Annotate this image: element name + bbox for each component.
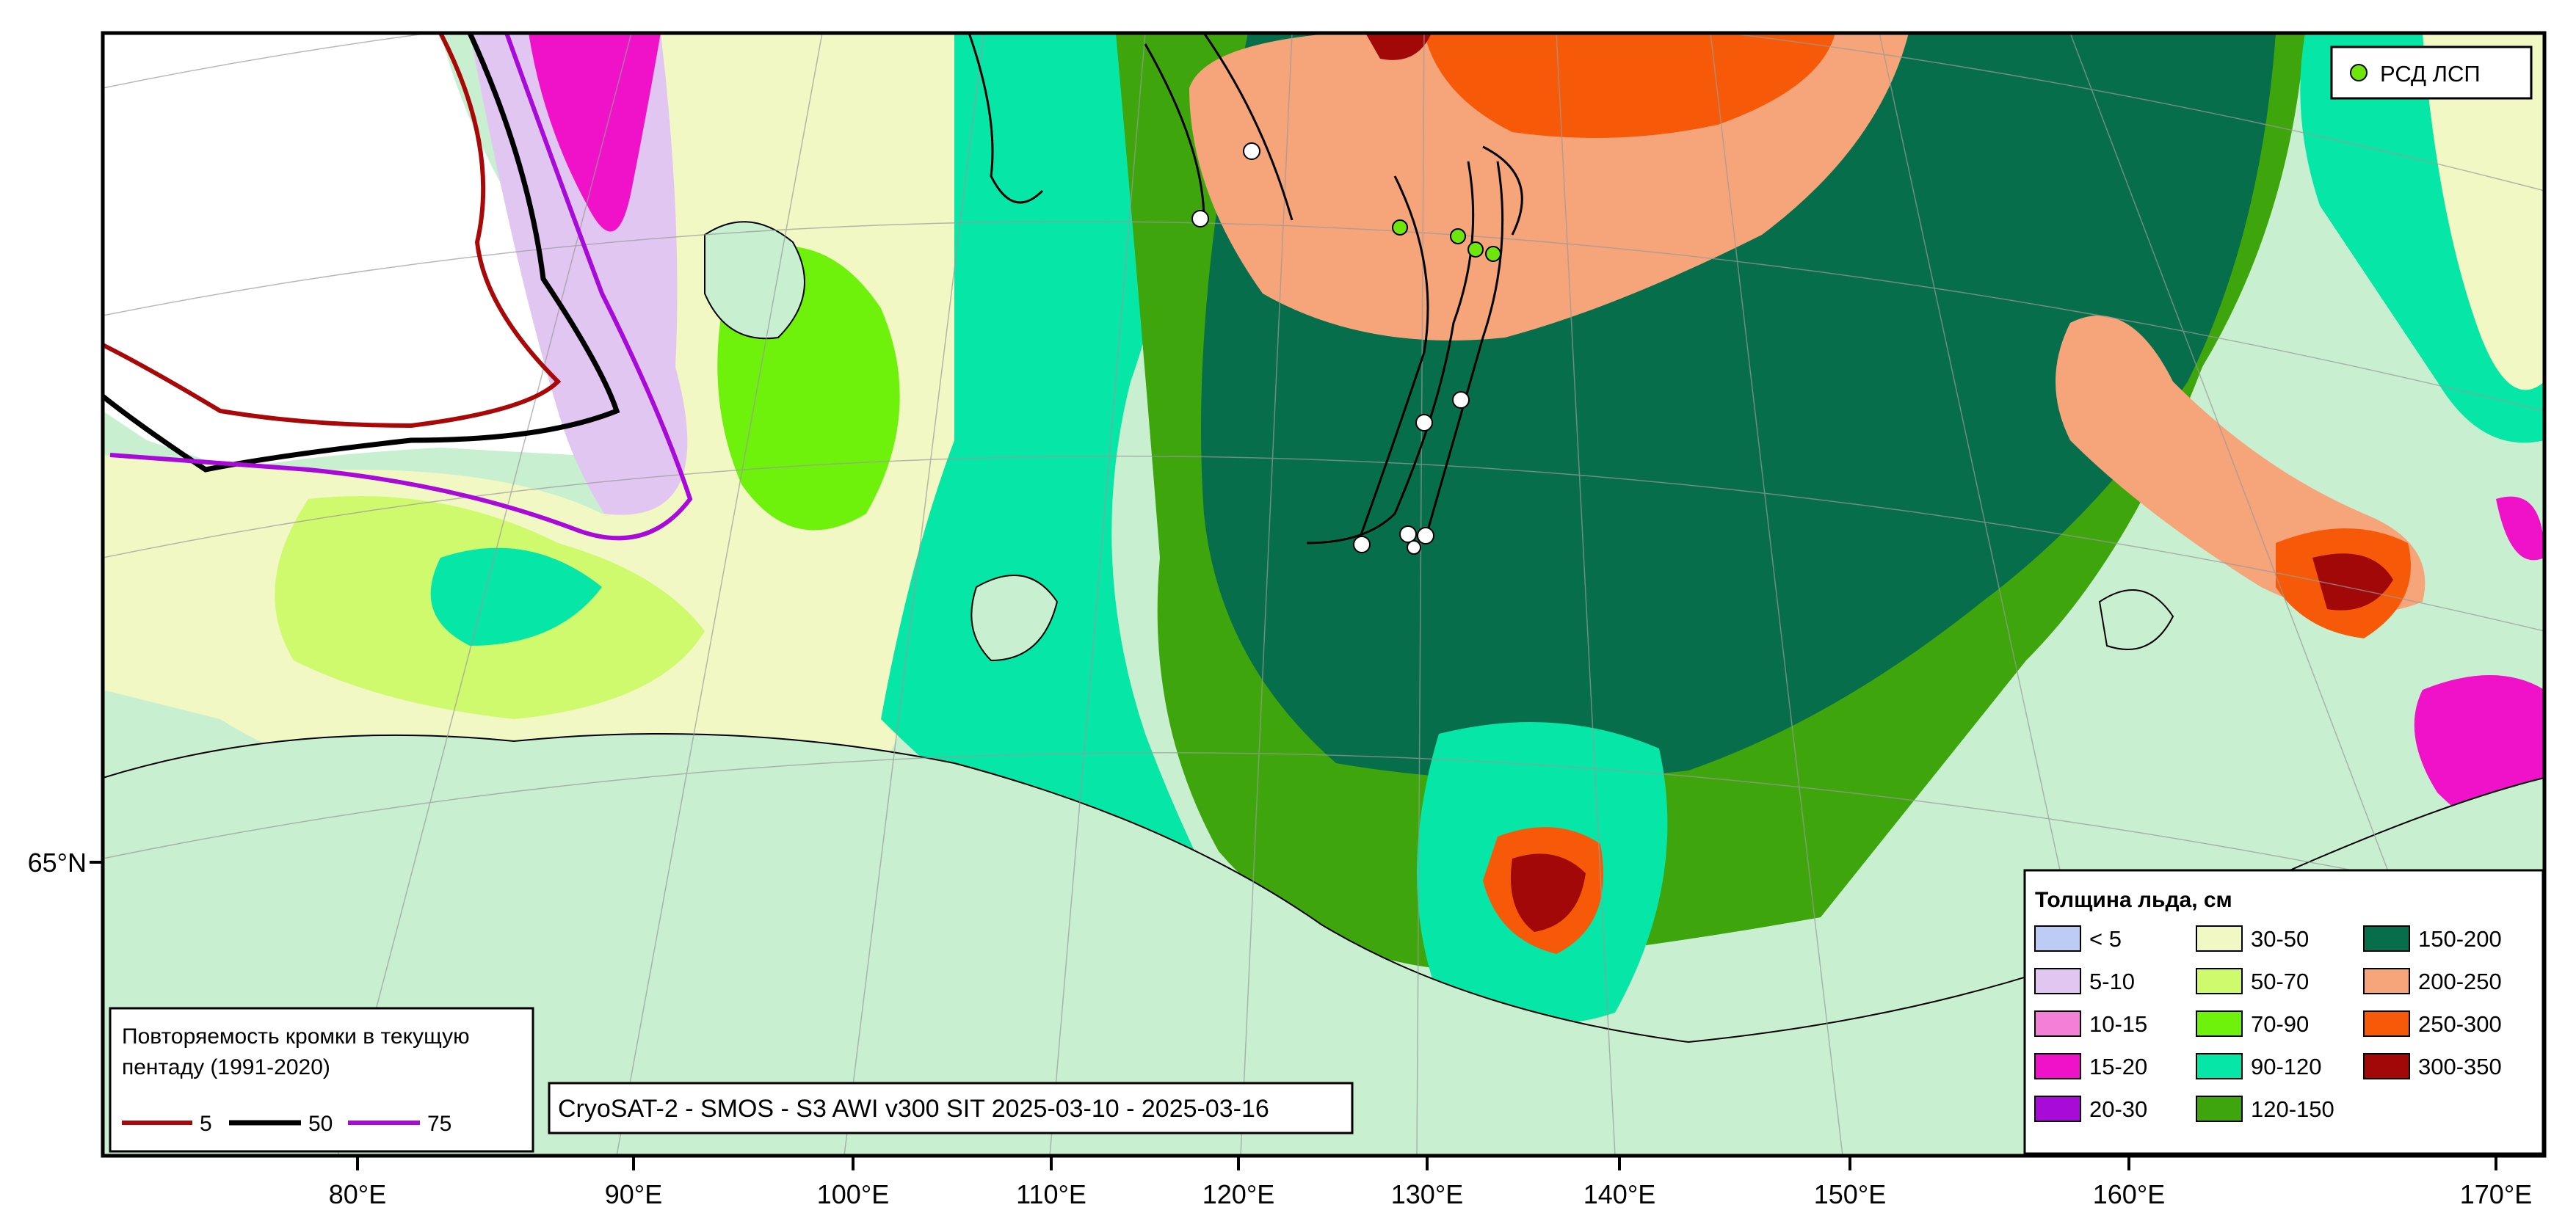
ice-east-pink-patch-2 [2496, 496, 2544, 561]
legend-swatch [2196, 968, 2243, 994]
thickness-legend-items: < 5 5-10 10-15 15-20 20-30 30-50 50-70 70-90 90-… [2034, 925, 2502, 1122]
lon-tick-label-80: 80°E [329, 1179, 386, 1209]
legend-swatch [2196, 1053, 2243, 1079]
ice-east-coast-30-50 [2423, 33, 2544, 390]
thickness-legend: Толщина льда, см < 5 5-10 10-15 15-20 20-30 3… [2023, 869, 2544, 1155]
station-marker [1243, 142, 1260, 160]
land-severnaya-zemlya [704, 221, 805, 340]
ice-15-20-band [529, 33, 661, 232]
legend-swatch [2196, 1096, 2243, 1122]
land-new-siberian-islands [970, 575, 1059, 662]
map-frame [101, 31, 2547, 1158]
legend-swatch [2034, 1010, 2081, 1037]
map-area [103, 33, 2544, 1156]
repeatability-label-75: 75 [427, 1112, 451, 1136]
legend-label: 200-250 [2418, 969, 2502, 994]
legend-label: 250-300 [2418, 1011, 2502, 1037]
repeatability-legend: Повторяемость кромки в текущую пентаду (… [109, 1007, 534, 1153]
legend-swatch [2034, 925, 2081, 952]
lon-tick-label-150: 150°E [1814, 1179, 1886, 1209]
edge-line-5 [103, 33, 562, 429]
lon-tick-label-160: 160°E [2093, 1179, 2165, 1209]
repeatability-title-2: пентаду (1991-2020) [122, 1055, 330, 1079]
repeatability-label-5: 5 [200, 1112, 212, 1136]
ice-central-250-300 [1424, 33, 1835, 138]
ice-central-300-350 [1365, 33, 1432, 60]
stations-legend-label: РСД ЛСП [2380, 61, 2481, 87]
legend-label: 10-15 [2089, 1011, 2147, 1037]
repeatability-title-1: Повторяемость кромки в текущую [122, 1024, 470, 1049]
station-marker-rsd [1450, 228, 1466, 244]
station-marker-rsd [1467, 241, 1484, 258]
legend-swatch [2363, 1053, 2410, 1079]
legend-label: 300-350 [2418, 1054, 2502, 1079]
station-marker [1415, 414, 1433, 431]
stations-green [1392, 219, 1501, 262]
station-marker [1452, 391, 1470, 409]
legend-label: 5-10 [2089, 969, 2135, 994]
open-water-barents [103, 33, 614, 470]
legend-label: 120-150 [2251, 1096, 2334, 1122]
lon-tick-label-140: 140°E [1583, 1179, 1655, 1209]
legend-swatch [2363, 925, 2410, 952]
legend-swatch [2196, 1010, 2243, 1037]
land-wrangel [2098, 589, 2174, 650]
station-marker [1353, 536, 1371, 553]
drift-tracks [968, 33, 1523, 544]
legend-swatch [2034, 968, 2081, 994]
legend-label: 20-30 [2089, 1096, 2147, 1122]
legend-label: 15-20 [2089, 1054, 2147, 1079]
ice-kara-90-120 [430, 547, 602, 646]
repeatability-label-50: 50 [308, 1112, 333, 1136]
station-marker [1191, 210, 1209, 227]
legend-label: 70-90 [2251, 1011, 2309, 1037]
thickness-legend-title: Толщина льда, см [2035, 888, 2232, 912]
lon-tick-label-130: 130°E [1391, 1179, 1463, 1209]
stations-legend-marker [2350, 64, 2368, 81]
lon-ticks [356, 1156, 2497, 1170]
legend-label: < 5 [2089, 926, 2122, 952]
stations-white [1191, 142, 1470, 555]
station-marker [1407, 540, 1421, 555]
lon-tick-label-100: 100°E [817, 1179, 889, 1209]
legend-label: 150-200 [2418, 926, 2502, 952]
legend-swatch [2034, 1096, 2081, 1122]
legend-label: 90-120 [2251, 1054, 2322, 1079]
data-caption: CryoSAT-2 - SMOS - S3 AWI v300 SIT 2025-… [548, 1082, 1354, 1134]
stations-legend: РСД ЛСП [2330, 45, 2533, 100]
station-marker [1399, 525, 1417, 543]
station-marker-rsd [1392, 219, 1408, 236]
data-caption-text: CryoSAT-2 - SMOS - S3 AWI v300 SIT 2025-… [558, 1095, 1269, 1123]
station-marker [1417, 527, 1434, 544]
edge-line-75 [109, 33, 693, 541]
legend-swatch [2034, 1053, 2081, 1079]
lon-tick-label-110: 110°E [1016, 1179, 1086, 1209]
legend-label: 50-70 [2251, 969, 2309, 994]
lon-tick-label-170: 170°E [2460, 1179, 2532, 1209]
legend-swatch [2196, 925, 2243, 952]
lat-tick-label-65: 65°N [28, 848, 87, 878]
legend-swatch [2363, 1010, 2410, 1037]
ice-bay-300-350 [1511, 853, 1586, 932]
station-marker-rsd [1485, 246, 1501, 262]
legend-label: 30-50 [2251, 926, 2309, 952]
lon-tick-label-90: 90°E [605, 1179, 662, 1209]
ice-east-300-350 [2312, 553, 2393, 611]
lon-tick-label-120: 120°E [1202, 1179, 1274, 1209]
edge-line-50 [103, 33, 620, 473]
lon-tick-labels: 80°E 90°E 100°E 110°E 120°E 130°E 140°E … [329, 1179, 2532, 1209]
legend-swatch [2363, 968, 2410, 994]
